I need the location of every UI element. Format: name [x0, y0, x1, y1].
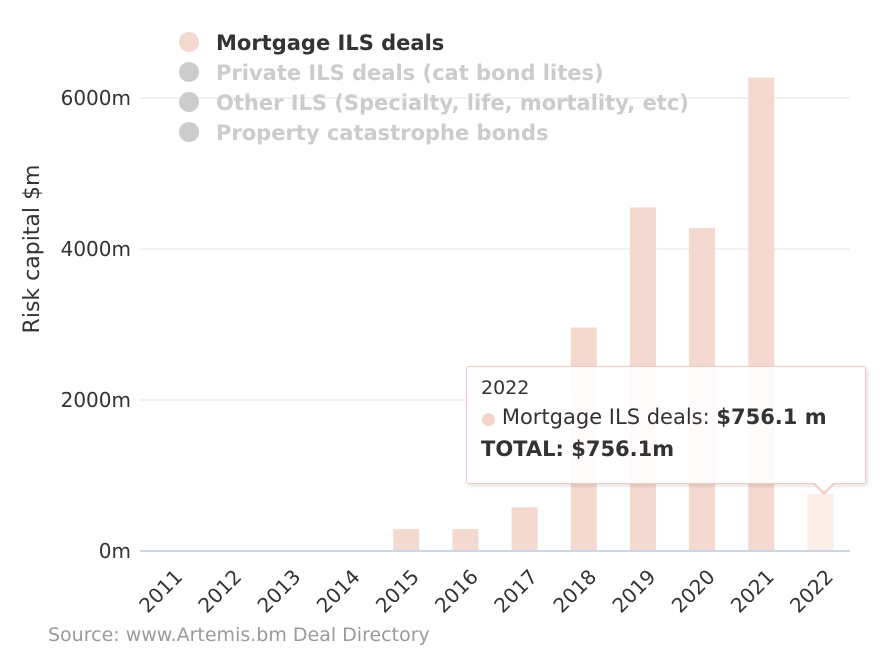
x-tick-label: 2020 — [667, 565, 720, 618]
bar-2016[interactable] — [452, 529, 479, 551]
x-axis: 2011 2012 2013 2014 2015 2016 2017 2018 2019 2020… — [134, 550, 850, 618]
x-tick-label: 2019 — [607, 565, 660, 618]
x-tick-label: 2013 — [252, 565, 305, 618]
legend-marker-icon — [179, 62, 199, 82]
legend-item[interactable]: Other ILS (Specialty, life, mortality, e… — [179, 91, 689, 115]
tooltip-series-dot-icon: ● — [481, 409, 496, 429]
x-tick-label: 2018 — [548, 565, 601, 618]
y-tick-label: 4000m — [61, 237, 131, 261]
tooltip: 2022 ● Mortgage ILS deals: $756.1 m TOTAL… — [466, 366, 866, 484]
x-tick-label: 2014 — [312, 565, 365, 618]
tooltip-series-row: ● Mortgage ILS deals: $756.1 m — [481, 405, 851, 429]
tooltip-series-value: $756.1 m — [716, 405, 827, 429]
legend: Mortgage ILS deals Private ILS deals (cat… — [179, 31, 689, 145]
legend-marker-icon — [179, 92, 199, 112]
legend-item[interactable]: Mortgage ILS deals — [179, 31, 444, 55]
y-tick-label: 6000m — [61, 86, 131, 110]
tooltip-total: TOTAL: $756.1m — [481, 437, 675, 461]
x-tick-label: 2016 — [430, 565, 483, 618]
tooltip-title: 2022 — [481, 377, 530, 399]
bar-2015[interactable] — [393, 529, 420, 551]
x-tick-label: 2012 — [193, 565, 246, 618]
y-axis: 0m 2000m 4000m 6000m — [61, 86, 131, 563]
legend-label: Property catastrophe bonds — [216, 121, 548, 145]
bar-2022[interactable] — [807, 493, 834, 551]
source-credit: Source: www.Artemis.bm Deal Directory — [48, 624, 430, 646]
y-tick-label: 2000m — [61, 388, 131, 412]
legend-item[interactable]: Private ILS deals (cat bond lites) — [179, 61, 604, 85]
tooltip-series-label: Mortgage ILS deals: — [501, 405, 710, 429]
tooltip-pointer-fill — [814, 482, 834, 492]
y-axis-title: Risk capital $m — [20, 165, 45, 334]
legend-marker-icon — [179, 122, 199, 142]
x-tick-label: 2022 — [785, 565, 838, 618]
legend-label: Mortgage ILS deals — [216, 31, 444, 55]
legend-label: Other ILS (Specialty, life, mortality, e… — [216, 91, 689, 115]
y-tick-label: 0m — [99, 539, 131, 563]
legend-label: Private ILS deals (cat bond lites) — [216, 61, 604, 85]
x-tick-label: 2021 — [726, 565, 779, 618]
bar-2017[interactable] — [511, 507, 538, 551]
x-tick-label: 2011 — [134, 565, 187, 618]
legend-item[interactable]: Property catastrophe bonds — [179, 121, 548, 145]
x-tick-label: 2015 — [371, 565, 424, 618]
legend-marker-icon — [179, 32, 199, 52]
x-tick-label: 2017 — [489, 565, 542, 618]
